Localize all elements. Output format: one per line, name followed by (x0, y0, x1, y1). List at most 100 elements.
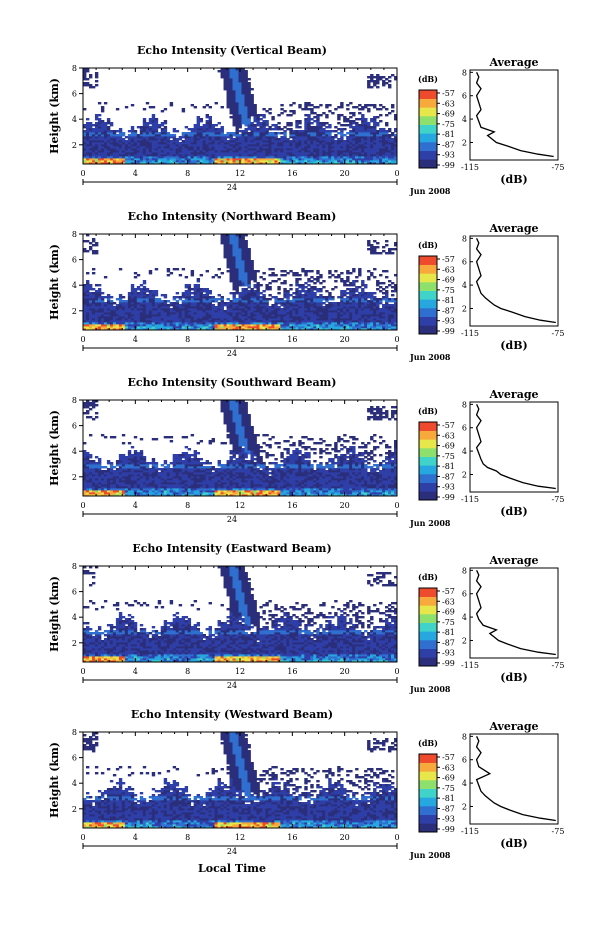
echo-cell (289, 128, 293, 131)
echo-cell (181, 146, 186, 149)
echo-cell (346, 308, 350, 311)
echo-cell (298, 310, 302, 313)
echo-cell (316, 310, 320, 313)
echo-cell (259, 326, 263, 329)
echo-cell (295, 140, 299, 143)
echo-cell (250, 140, 254, 143)
echo-cell (274, 280, 278, 283)
echo-cell (217, 310, 221, 313)
echo-cell (328, 160, 332, 163)
echo-cell (187, 304, 192, 307)
colorbar-tick-label: -69 (442, 110, 455, 119)
echo-cell (355, 288, 359, 291)
echo-cell (202, 132, 207, 135)
echo-cell (94, 146, 99, 149)
echo-cell (148, 160, 153, 163)
echo-cell (274, 138, 278, 141)
echo-cell (244, 72, 248, 75)
echo-cell (238, 268, 242, 271)
echo-cell (88, 316, 93, 319)
echo-cell (349, 160, 353, 163)
echo-cell (178, 142, 183, 145)
echo-cell (83, 134, 87, 137)
echo-cell (391, 142, 395, 145)
echo-cell (124, 328, 129, 331)
echo-cell (217, 312, 221, 315)
echo-cell (370, 328, 374, 331)
average-y-tick-label: 6 (462, 92, 467, 101)
echo-cell (301, 308, 305, 311)
echo-cell (238, 312, 242, 315)
echo-cell (157, 134, 162, 137)
echo-cell (235, 272, 239, 275)
colorbar-unit: (dB) (418, 74, 438, 84)
echo-cell (286, 320, 290, 323)
echo-cell (235, 242, 239, 245)
echo-cell (160, 140, 165, 143)
echo-cell (244, 290, 248, 293)
echo-cell (244, 140, 248, 143)
echo-cell (271, 318, 275, 321)
echo-cell (103, 146, 108, 149)
echo-cell (85, 272, 90, 275)
echo-cell (103, 134, 108, 137)
echo-cell (316, 308, 320, 311)
echo-cell (379, 318, 383, 321)
echo-cell (175, 320, 180, 323)
echo-cell (256, 150, 260, 153)
echo-cell (394, 116, 398, 119)
echo-cell (235, 254, 239, 257)
colorbar-tick-label: -75 (442, 120, 455, 129)
echo-cell (253, 140, 257, 143)
echo-cell (301, 288, 305, 291)
echo-cell (307, 288, 311, 291)
echo-cell (223, 142, 227, 145)
echo-cell (244, 80, 248, 83)
echo-cell (106, 308, 111, 311)
echo-cell (196, 140, 201, 143)
echo-cell (304, 328, 308, 331)
echo-cell (247, 152, 251, 155)
echo-cell (244, 250, 248, 253)
echo-cell (241, 120, 245, 123)
echo-cell (100, 138, 105, 141)
echo-cell (100, 126, 105, 129)
echo-cell (226, 328, 230, 331)
echo-cell (343, 308, 347, 311)
echo-cell (208, 134, 212, 137)
echo-cell (307, 140, 311, 143)
echo-cell (241, 270, 245, 273)
echo-cell (277, 288, 281, 291)
y-tick-label: 2 (72, 141, 77, 150)
echo-cell (211, 140, 215, 143)
echo-cell (262, 154, 266, 157)
echo-cell (394, 322, 398, 325)
echo-cell (367, 122, 371, 125)
echo-cell (226, 234, 230, 237)
echo-cell (202, 296, 207, 299)
echo-cell (394, 310, 398, 313)
echo-cell (307, 134, 311, 137)
echo-cell (223, 152, 227, 155)
echo-cell (232, 118, 236, 121)
echo-cell (259, 284, 263, 287)
echo-cell (109, 326, 114, 329)
echo-cell (370, 308, 374, 311)
echo-cell (136, 322, 141, 325)
echo-cell (94, 322, 99, 325)
echo-cell (319, 276, 323, 279)
y-tick-label: 8 (72, 64, 77, 73)
echo-cell (235, 114, 239, 117)
echo-cell (244, 320, 248, 323)
echo-cell (154, 298, 159, 301)
echo-cell (91, 250, 96, 253)
echo-cell (142, 152, 147, 155)
echo-cell (211, 316, 215, 319)
echo-cell (388, 324, 392, 327)
echo-cell (250, 94, 254, 97)
echo-cell (238, 238, 242, 241)
echo-cell (310, 326, 314, 329)
echo-cell (346, 144, 350, 147)
echo-cell (88, 156, 93, 159)
echo-cell (208, 308, 212, 311)
